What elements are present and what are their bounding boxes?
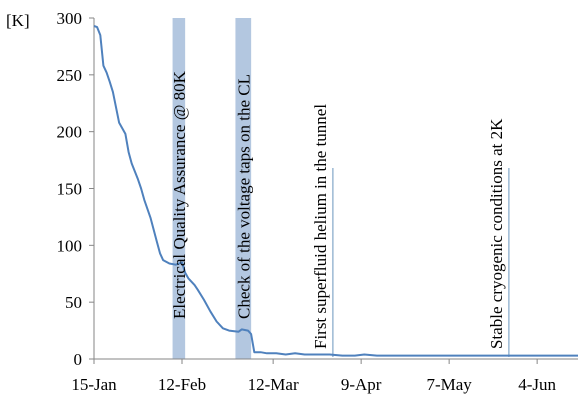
- bands-layer: [172, 18, 252, 359]
- band-label-0: Electrical Quality Assurance @ 80K: [170, 70, 189, 319]
- y-tick-label-4: 200: [57, 123, 83, 142]
- y-tick-label-3: 150: [57, 180, 83, 199]
- y-tick-label-1: 50: [65, 293, 82, 312]
- y-ticks-layer: 0 50 100 150 200 250 300: [57, 9, 94, 369]
- x-tick-label-2: 12-Mar: [248, 375, 299, 394]
- markers-layer: [332, 168, 510, 357]
- y-tick-label-2: 100: [57, 236, 83, 255]
- x-tick-label-4: 7-May: [426, 375, 472, 394]
- y-tick-label-5: 250: [57, 66, 83, 85]
- temperature-series-line: [93, 25, 578, 357]
- marker-label-1: Stable cryogenic conditions at 2K: [487, 118, 506, 349]
- marker-label-0: First superfluid helium in the tunnel: [311, 104, 330, 349]
- x-tick-label-0: 15-Jan: [71, 375, 117, 394]
- x-ticks-layer: 15-Jan 12-Feb 12-Mar 9-Apr 7-May 4-Jun: [71, 359, 557, 394]
- x-tick-label-1: 12-Feb: [158, 375, 206, 394]
- x-tick-label-5: 4-Jun: [518, 375, 556, 394]
- y-axis-unit-label: [K]: [6, 11, 30, 30]
- band-label-1: Check of the voltage taps on the CL: [234, 74, 253, 319]
- y-tick-label-6: 300: [57, 9, 83, 28]
- band-1: [235, 18, 252, 359]
- x-tick-label-3: 9-Apr: [341, 375, 382, 394]
- y-tick-label-0: 0: [74, 350, 83, 369]
- band-0: [172, 18, 186, 359]
- annotations-layer: Electrical Quality Assurance @ 80K Check …: [170, 70, 506, 349]
